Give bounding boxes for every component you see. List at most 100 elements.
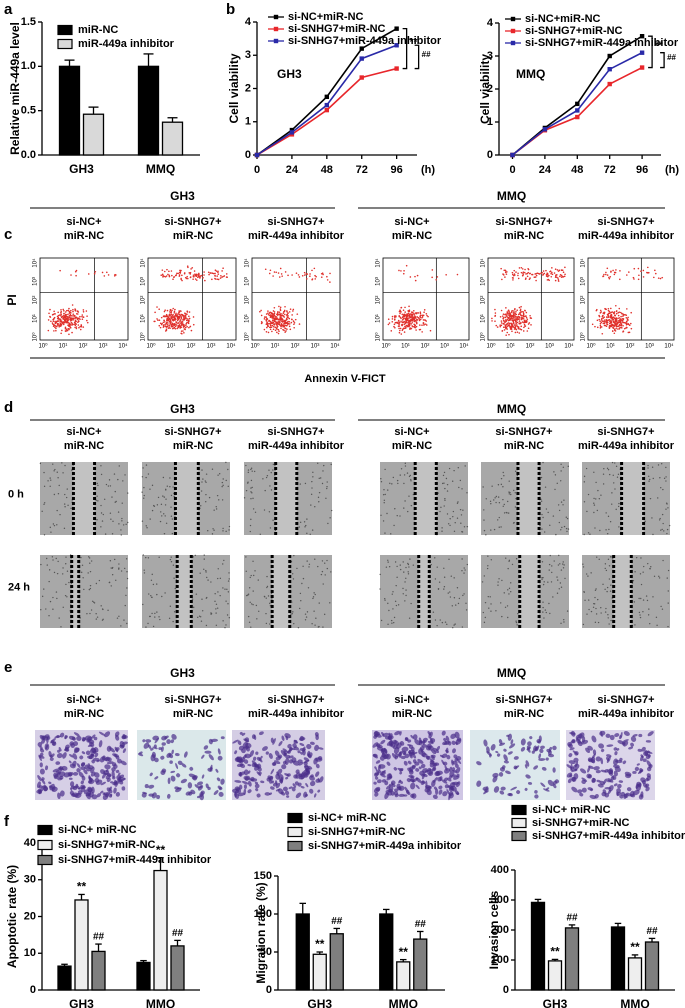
y-tick-label: 4: [245, 16, 252, 28]
legend-marker: [274, 15, 278, 19]
cell-speck: [555, 474, 556, 475]
cell-speck: [649, 623, 650, 624]
cell-speck: [44, 534, 45, 535]
cell-speck: [659, 577, 660, 578]
cell-speck: [251, 468, 252, 469]
cell-speck: [402, 588, 403, 589]
cell-speck: [386, 566, 387, 567]
cell-speck: [607, 614, 608, 615]
cell-speck: [562, 504, 563, 505]
cell-speck: [444, 586, 445, 587]
flow-event: [414, 324, 416, 326]
cell-speck: [449, 468, 450, 469]
flow-event: [276, 327, 278, 329]
cell-speck: [144, 569, 145, 570]
flow-event: [626, 308, 628, 310]
cell-speck: [311, 494, 312, 495]
flow-event: [654, 270, 656, 272]
cell-speck: [405, 567, 406, 568]
cell-speck: [441, 531, 442, 532]
cell-speck: [600, 612, 601, 613]
flow-event: [405, 326, 407, 328]
cell-speck: [458, 467, 459, 468]
cell-speck: [449, 525, 450, 526]
cell-speck: [41, 511, 42, 512]
flow-event: [211, 279, 213, 281]
cell-speck: [227, 603, 228, 604]
flow-event: [314, 268, 316, 270]
cell-speck: [49, 477, 50, 478]
flow-event: [327, 279, 329, 281]
cell-speck: [609, 565, 610, 566]
flow-event: [222, 267, 224, 269]
flow-event: [615, 269, 617, 271]
flow-event: [187, 278, 189, 280]
flow-event: [426, 324, 428, 326]
cell-speck: [606, 570, 607, 571]
flow-plot: 10⁰10⁰10¹10¹10²10²10³10³10⁴10⁴: [244, 258, 340, 350]
flow-event: [512, 272, 514, 274]
cell-speck: [495, 502, 496, 503]
cell-speck: [383, 520, 384, 521]
condition-label: miR-449a inhibitor: [578, 230, 675, 242]
flow-event: [162, 269, 164, 271]
cell-speck: [614, 488, 615, 489]
flow-event: [276, 328, 278, 330]
condition-label: miR-NC: [504, 708, 544, 720]
flow-event: [388, 324, 390, 326]
flow-event: [176, 324, 178, 326]
cell-speck: [560, 529, 561, 530]
flow-event: [600, 310, 602, 312]
flow-event: [603, 316, 605, 318]
cell-speck: [265, 613, 266, 614]
flow-event: [505, 334, 507, 336]
flow-event: [64, 319, 66, 321]
cell-speck: [302, 566, 303, 567]
flow-event: [187, 311, 189, 313]
flow-event: [604, 319, 606, 321]
cell-speck: [90, 585, 91, 586]
wound-image: [582, 555, 670, 628]
cell-speck: [484, 575, 485, 576]
y-tick-label: 10¹: [581, 314, 587, 323]
flow-event: [499, 326, 501, 328]
flow-event: [66, 310, 68, 312]
cell-speck: [410, 479, 411, 480]
cell-speck: [170, 559, 171, 560]
legend-swatch: [512, 806, 526, 815]
flow-event: [291, 274, 293, 276]
flow-event: [604, 325, 606, 327]
cell-speck: [172, 518, 173, 519]
flow-event: [504, 329, 506, 331]
flow-event: [524, 272, 526, 274]
cell-speck: [640, 557, 641, 558]
cell-speck: [153, 626, 154, 627]
flow-event: [513, 270, 515, 272]
cell-speck: [444, 577, 445, 578]
flow-event: [75, 316, 77, 318]
cell-speck: [659, 477, 660, 478]
y-tick-label: 10²: [376, 296, 382, 305]
flow-event: [282, 312, 284, 314]
flow-event: [188, 327, 190, 329]
flow-event: [617, 312, 619, 314]
flow-event: [661, 277, 663, 279]
cell-speck: [515, 620, 516, 621]
flow-event: [278, 333, 280, 335]
cell-speck: [442, 483, 443, 484]
cell-speck: [212, 533, 213, 534]
flow-event: [189, 318, 191, 320]
cell-speck: [444, 498, 445, 499]
x-tick-label: 96: [636, 164, 648, 176]
cell-speck: [454, 531, 455, 532]
cell-speck: [270, 527, 271, 528]
flow-event: [514, 324, 516, 326]
flow-event: [284, 310, 286, 312]
flow-event: [419, 324, 421, 326]
cell-speck: [165, 515, 166, 516]
cell-speck: [396, 566, 397, 567]
cell-speck: [453, 577, 454, 578]
flow-event: [407, 314, 409, 316]
group-title: GH3: [170, 189, 195, 203]
flow-event: [407, 322, 409, 324]
